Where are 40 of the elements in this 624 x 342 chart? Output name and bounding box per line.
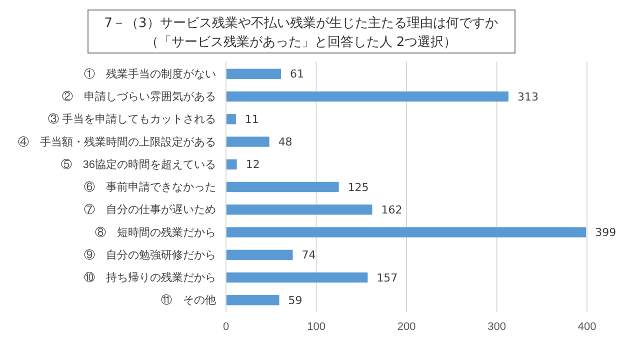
bar xyxy=(226,295,280,306)
bar xyxy=(226,136,270,147)
chart-subtitle: （「サービス残業があった」と回答した人 2つ選択） xyxy=(145,35,457,50)
y-tick-label: ⑤ 36協定の時間を超えている xyxy=(60,158,216,171)
data-label: 12 xyxy=(246,158,260,172)
bar xyxy=(226,91,508,102)
x-tick-label: 0 xyxy=(222,320,230,333)
bar xyxy=(226,250,293,260)
bar xyxy=(226,272,368,283)
data-label: 313 xyxy=(517,90,538,104)
bar xyxy=(226,68,282,79)
data-label: 48 xyxy=(278,136,292,149)
y-tick-label: ⑦ 自分の仕事が遅いため xyxy=(84,203,216,216)
y-tick-label: ⑥ 事前申請できなかった xyxy=(84,180,216,194)
bar xyxy=(226,227,586,238)
chart-title: 7－（3）サービス残業や不払い残業が生じた主たる理由は何ですか xyxy=(104,15,498,31)
bar xyxy=(226,182,339,192)
y-tick-label: ④ 手当額・残業時間の上限設定がある xyxy=(18,135,216,148)
x-tick-label: 200 xyxy=(397,320,416,333)
data-label: 125 xyxy=(348,180,369,194)
data-label: 162 xyxy=(381,203,402,216)
y-tick-label: ① 残業手当の制度がない xyxy=(84,67,216,80)
y-tick-label: ③ 手当を申請してもカットされる xyxy=(48,112,216,126)
x-tick-label: 300 xyxy=(488,320,506,333)
data-label: 11 xyxy=(244,112,259,126)
data-label: 157 xyxy=(376,271,398,284)
y-tick-label: ⑩ 持ち帰りの残業だから xyxy=(84,271,216,284)
x-tick-label: 100 xyxy=(307,320,326,333)
data-label: 74 xyxy=(302,248,316,262)
data-label: 59 xyxy=(288,294,302,307)
data-label: 399 xyxy=(595,226,616,240)
bar xyxy=(226,114,236,124)
y-tick-label: ⑪ その他 xyxy=(161,294,216,307)
data-label: 61 xyxy=(290,68,304,81)
y-tick-label: ② 申請しづらい雰囲気がある xyxy=(62,90,216,104)
y-tick-label: ⑨ 自分の勉強研修だから xyxy=(84,248,216,262)
bar xyxy=(226,159,237,170)
bar xyxy=(226,204,372,215)
x-tick-label: 400 xyxy=(578,320,596,333)
y-tick-label: ⑧ 短時間の残業だから xyxy=(95,226,216,239)
